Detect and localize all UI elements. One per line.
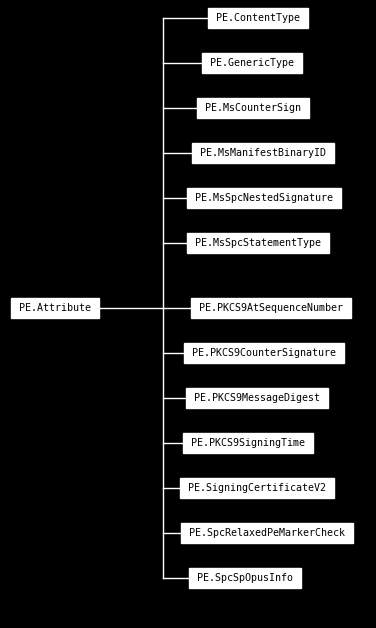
- FancyBboxPatch shape: [187, 233, 329, 253]
- FancyBboxPatch shape: [208, 8, 308, 28]
- FancyBboxPatch shape: [202, 53, 302, 73]
- Text: PE.PKCS9AtSequenceNumber: PE.PKCS9AtSequenceNumber: [199, 303, 343, 313]
- FancyBboxPatch shape: [180, 478, 334, 498]
- FancyBboxPatch shape: [197, 98, 309, 118]
- Text: PE.PKCS9MessageDigest: PE.PKCS9MessageDigest: [194, 393, 320, 403]
- Text: PE.SpcRelaxedPeMarkerCheck: PE.SpcRelaxedPeMarkerCheck: [189, 528, 345, 538]
- Text: PE.MsSpcNestedSignature: PE.MsSpcNestedSignature: [195, 193, 333, 203]
- Text: PE.Attribute: PE.Attribute: [19, 303, 91, 313]
- FancyBboxPatch shape: [191, 298, 351, 318]
- FancyBboxPatch shape: [186, 388, 328, 408]
- FancyBboxPatch shape: [184, 343, 344, 363]
- Text: PE.PKCS9CounterSignature: PE.PKCS9CounterSignature: [192, 348, 336, 358]
- FancyBboxPatch shape: [11, 298, 99, 318]
- FancyBboxPatch shape: [183, 433, 313, 453]
- Text: PE.MsSpcStatementType: PE.MsSpcStatementType: [195, 238, 321, 248]
- FancyBboxPatch shape: [187, 188, 341, 208]
- Text: PE.SpcSpOpusInfo: PE.SpcSpOpusInfo: [197, 573, 293, 583]
- Text: PE.PKCS9SigningTime: PE.PKCS9SigningTime: [191, 438, 305, 448]
- Text: PE.SigningCertificateV2: PE.SigningCertificateV2: [188, 483, 326, 493]
- Text: PE.GenericType: PE.GenericType: [210, 58, 294, 68]
- Text: PE.MsCounterSign: PE.MsCounterSign: [205, 103, 301, 113]
- FancyBboxPatch shape: [192, 143, 334, 163]
- FancyBboxPatch shape: [189, 568, 301, 588]
- Text: PE.ContentType: PE.ContentType: [216, 13, 300, 23]
- FancyBboxPatch shape: [181, 523, 353, 543]
- Text: PE.MsManifestBinaryID: PE.MsManifestBinaryID: [200, 148, 326, 158]
